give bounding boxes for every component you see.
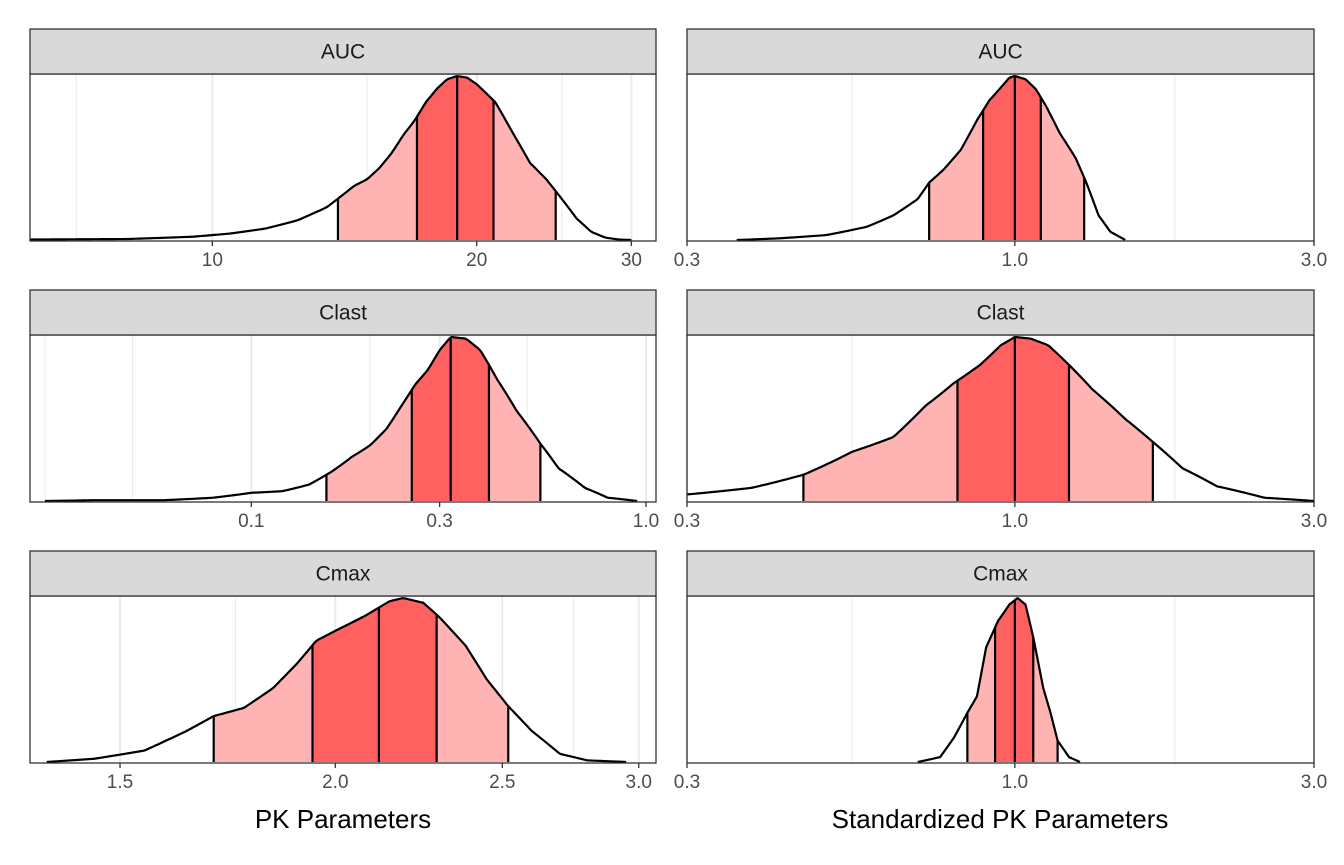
facet-strip <box>686 289 1315 336</box>
x-tick-label: 2.5 <box>489 772 515 793</box>
x-tick-label: 10 <box>202 250 223 271</box>
x-tick-label: 2.0 <box>322 772 348 793</box>
x-tick-label: 0.3 <box>674 511 700 532</box>
x-tick-label: 3.0 <box>1301 511 1327 532</box>
x-axis-title-right: Standardized PK Parameters <box>832 804 1169 834</box>
inner-interval-band <box>983 76 1041 240</box>
facet-strip <box>686 550 1315 597</box>
x-tick-label: 1.0 <box>633 511 659 532</box>
x-tick-label: 3.0 <box>626 772 652 793</box>
x-tick-label: 0.3 <box>426 511 452 532</box>
x-tick-label: 20 <box>466 250 487 271</box>
density-curve <box>917 597 1081 764</box>
x-tick-label: 1.0 <box>1002 772 1028 793</box>
inner-interval-band <box>416 76 494 240</box>
facet-strip <box>29 550 657 597</box>
facet-strip-label: Clast <box>977 302 1025 325</box>
x-tick-label: 3.0 <box>1301 772 1327 793</box>
x-tick-label: 1.0 <box>1002 250 1028 271</box>
facet-strip <box>29 289 657 336</box>
facet-strip-label: AUC <box>321 41 365 64</box>
facet-strip <box>29 28 657 75</box>
panel-right-auc: AUC 0.3 1.0 3.0 <box>674 28 1327 271</box>
x-tick-label: 0.1 <box>238 511 264 532</box>
facet-strip-label: Cmax <box>973 563 1028 586</box>
panel-left-clast: Clast 0.1 0.3 1.0 <box>29 289 659 532</box>
facet-strip-label: AUC <box>978 41 1022 64</box>
x-tick-label: 1.5 <box>107 772 133 793</box>
panel-left-auc: AUC 10 20 30 <box>29 28 657 271</box>
x-axis-title-left: PK Parameters <box>255 804 431 834</box>
facet-strip <box>686 28 1315 75</box>
facet-strip-label: Cmax <box>316 563 371 586</box>
density-curve <box>44 335 638 503</box>
density-curve <box>29 75 632 242</box>
x-tick-label: 0.3 <box>674 772 700 793</box>
density-curve <box>46 597 627 764</box>
inner-interval-band <box>312 598 437 762</box>
facet-strip-label: Clast <box>319 302 367 325</box>
x-tick-label: 1.0 <box>1002 511 1028 532</box>
x-tick-label: 30 <box>621 250 642 271</box>
x-tick-label: 3.0 <box>1301 250 1327 271</box>
panel-left-cmax: Cmax 1.5 2.0 2.5 3.0 <box>29 550 657 793</box>
density-curve <box>686 335 1315 503</box>
x-tick-label: 0.3 <box>674 250 700 271</box>
inner-interval-band <box>957 336 1070 501</box>
panel-right-clast: Clast 0.3 1.0 3.0 <box>674 289 1327 532</box>
panel-right-cmax: Cmax 0.3 1.0 3.0 <box>674 550 1327 793</box>
density-curve <box>736 75 1126 242</box>
